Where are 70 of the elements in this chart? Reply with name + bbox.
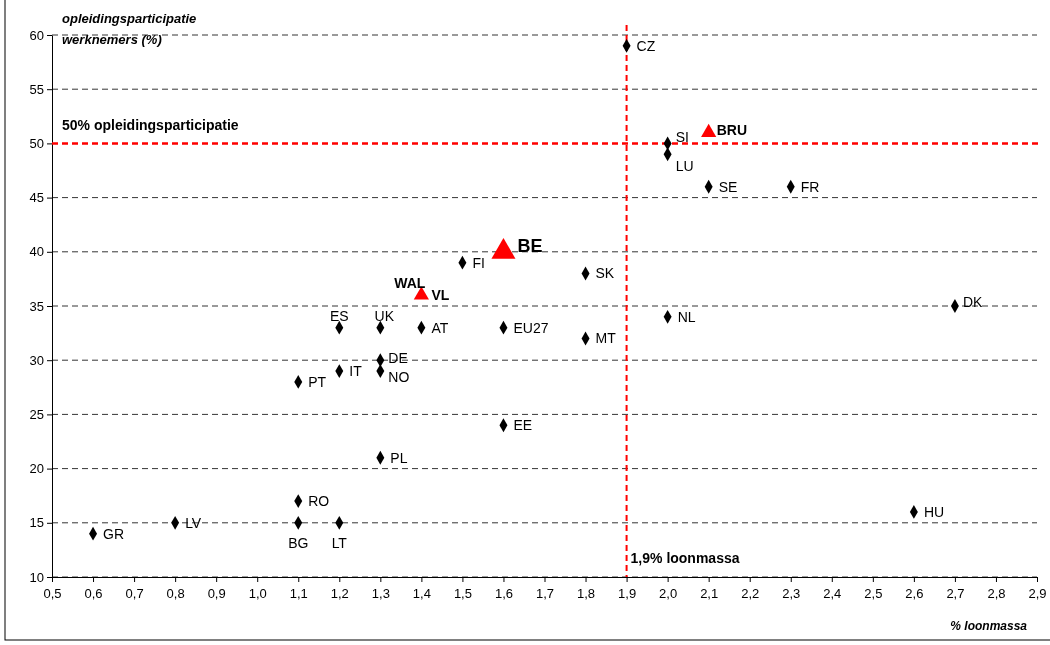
annotation: GR — [103, 525, 125, 542]
annotation: EU27 — [513, 319, 549, 336]
x-tick-label: 0,7 — [125, 586, 144, 601]
x-tick-label: 2,7 — [946, 586, 965, 601]
y-tick-label: 55 — [29, 81, 44, 97]
ref-line-label: 1,9% loonmassa — [630, 550, 740, 566]
annotation: EE — [513, 417, 533, 434]
annotation: LV — [185, 514, 202, 531]
annotation: NL — [677, 308, 696, 325]
annotation: FR — [800, 178, 820, 195]
y-tick-label: 35 — [29, 298, 44, 314]
annotation: PL — [390, 449, 408, 466]
x-tick-label: 2,1 — [700, 586, 719, 601]
y-tick-label: 40 — [29, 244, 44, 260]
y-tick-label: 45 — [29, 190, 44, 206]
annotation: SI — [675, 129, 689, 146]
annotation: BE — [517, 236, 543, 257]
annotation: PT — [308, 373, 327, 390]
annotation: LU — [675, 158, 694, 175]
x-tick-label: 0,5 — [43, 586, 62, 601]
annotation: NO — [388, 368, 410, 385]
annotation: RO — [308, 493, 330, 510]
x-tick-label: 1,1 — [289, 586, 308, 601]
annotation: BG — [288, 534, 309, 551]
x-tick-label: 1,7 — [535, 586, 555, 601]
y-axis-title: opleidingsparticipatie werknemers (%) — [62, 11, 197, 47]
x-tick-label: 0,8 — [166, 586, 185, 601]
x-tick-label: 0,6 — [84, 586, 103, 601]
annotation: VL — [431, 287, 450, 304]
x-tick-label: 2,2 — [741, 586, 760, 601]
annotation: AT — [431, 319, 449, 336]
annotation: DK — [962, 293, 984, 310]
annotation: CZ — [636, 37, 656, 54]
annotation: FI — [472, 254, 485, 271]
y-tick-label: 10 — [29, 569, 44, 585]
annotation: HU — [923, 503, 945, 520]
y-tick-label: 30 — [29, 352, 44, 368]
y-tick-label: 20 — [29, 461, 44, 477]
x-tick-label: 1,0 — [248, 586, 267, 601]
x-tick-label: 1,6 — [494, 586, 513, 601]
x-tick-label: 2,0 — [659, 586, 678, 601]
x-tick-label: 1,4 — [412, 586, 431, 601]
annotation: ES — [329, 307, 349, 324]
x-tick-label: 2,8 — [987, 586, 1006, 601]
annotation: LT — [331, 534, 348, 551]
x-axis-title: % loonmassa — [950, 619, 1028, 633]
x-tick-label: 1,3 — [371, 586, 390, 601]
ref-line-label: 50% opleidingsparticipatie — [62, 117, 239, 134]
annotation: SE — [718, 178, 738, 195]
x-tick-label: 1,2 — [330, 586, 349, 601]
y-tick-label: 50 — [29, 136, 44, 152]
y-tick-label: 25 — [29, 407, 44, 423]
x-tick-label: 2,4 — [823, 586, 842, 601]
x-tick-label: 1,5 — [453, 586, 472, 601]
x-tick-label: 2,9 — [1028, 586, 1047, 601]
y-tick-label: 15 — [29, 515, 44, 531]
annotation: DE — [388, 350, 408, 367]
annotation: SK — [595, 265, 615, 282]
y-tick-label: 60 — [29, 27, 44, 43]
annotation: WAL — [394, 275, 426, 292]
x-tick-label: 2,5 — [864, 586, 883, 601]
x-tick-label: 0,9 — [207, 586, 226, 601]
x-tick-label: 2,3 — [782, 586, 801, 601]
annotation: BRU — [716, 122, 748, 139]
x-tick-label: 1,9 — [618, 586, 637, 601]
annotation: MT — [595, 330, 617, 347]
x-tick-label: 2,6 — [905, 586, 924, 601]
x-tick-label: 1,8 — [577, 586, 596, 601]
annotation: IT — [349, 362, 363, 379]
annotation: UK — [374, 307, 395, 324]
